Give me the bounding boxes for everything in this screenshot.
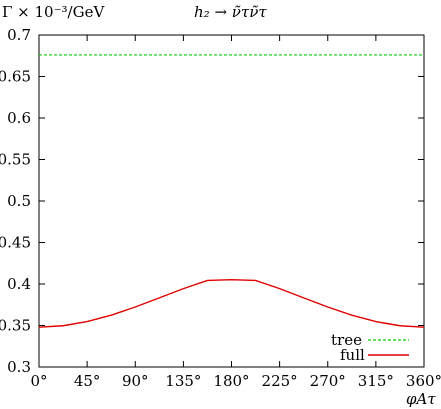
y-tick-label: 0.6 — [7, 109, 31, 127]
x-tick-label: 135° — [165, 372, 201, 390]
x-tick-label: 270° — [310, 372, 346, 390]
x-axis-label: φAτ — [406, 390, 436, 408]
y-tick-label: 0.35 — [0, 317, 31, 335]
legend: tree full — [331, 331, 409, 364]
y-tick-label: 0.7 — [7, 26, 31, 44]
legend-label-full: full — [340, 346, 365, 364]
y-tick-label: 0.55 — [0, 151, 31, 169]
y-tick-label: 0.65 — [0, 68, 31, 86]
x-tick-label: 360° — [406, 372, 441, 390]
x-tick-label: 0° — [30, 372, 47, 390]
x-tick-label: 45° — [74, 372, 101, 390]
y-tick-label: 0.3 — [7, 358, 31, 376]
plot-frame — [38, 34, 425, 368]
legend-label-tree: tree — [331, 331, 362, 349]
x-tick-label: 225° — [262, 372, 298, 390]
x-tick-label: 180° — [213, 372, 249, 390]
chart-title: h₂ → ν̃τν̃τ — [194, 3, 267, 21]
x-tick-label: 315° — [358, 372, 394, 390]
y-tick-label: 0.45 — [0, 234, 31, 252]
x-tick-label: 90° — [122, 372, 149, 390]
y-axis-label: Γ × 10⁻³/GeV — [2, 3, 105, 21]
y-tick-label: 0.5 — [7, 192, 31, 210]
series-line-full — [38, 278, 425, 328]
y-tick-label: 0.4 — [7, 275, 31, 293]
